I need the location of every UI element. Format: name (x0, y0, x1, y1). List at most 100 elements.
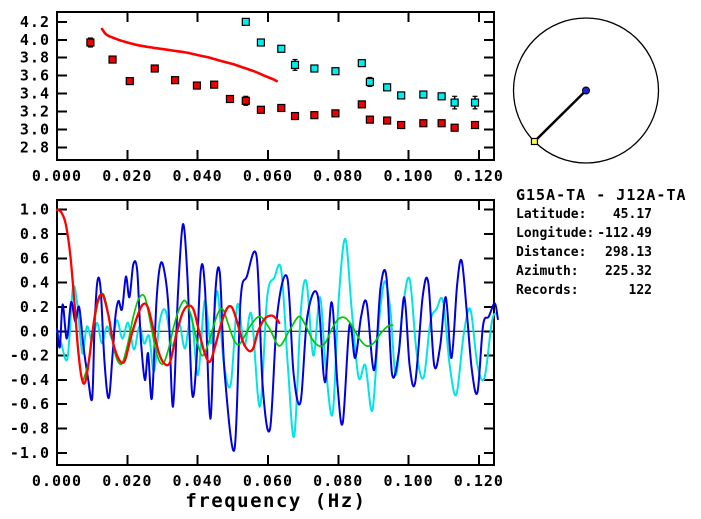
data-point-square (437, 119, 446, 128)
azimuth-line (533, 89, 587, 143)
y-tick-label: -1.0 (10, 444, 50, 462)
data-point-square (470, 98, 480, 107)
data-point-square (277, 103, 286, 113)
info-row-longitude: Longitude: -112.49 (516, 224, 652, 243)
x-tick-label: 0.080 (313, 472, 363, 490)
red-curve-path (55, 208, 281, 385)
info-row-azimuth: Azimuth: 225.32 (516, 262, 652, 281)
series-green-curve (82, 292, 394, 381)
x-tick-label: 0.020 (102, 167, 152, 185)
x-tick-label: 0.040 (173, 167, 223, 185)
data-point-square (125, 76, 134, 86)
y-tick-label: 0.6 (20, 249, 50, 267)
info-value: 122 (628, 283, 652, 298)
data-point-square (310, 64, 319, 73)
data-point-square (470, 120, 480, 130)
green-curve-path (82, 292, 394, 381)
y-tick-label: 2.8 (20, 138, 50, 156)
station-info-panel: G15A-TA - J12A-TA Latitude: 45.17 Longit… (516, 186, 687, 300)
y-tick-label: 3.0 (20, 121, 50, 139)
series-red-curve (55, 208, 281, 385)
info-value: 45.17 (612, 207, 652, 222)
data-point-square (383, 116, 392, 125)
x-tick-label: 0.100 (383, 167, 433, 185)
station-pair-title: G15A-TA - J12A-TA (516, 186, 687, 204)
y-tick-label: 0.4 (20, 274, 50, 292)
x-tick-label: 0.000 (32, 167, 82, 185)
info-label: Latitude: (516, 207, 587, 222)
y-tick-label: -0.4 (10, 371, 50, 389)
x-tick-label: 0.040 (173, 472, 223, 490)
series-blue-waveform (56, 223, 499, 452)
info-label: Distance: (516, 245, 587, 260)
red-line-path (100, 27, 278, 83)
data-point-square (357, 100, 366, 109)
info-row-records: Records: 122 (516, 281, 652, 300)
x-tick-label: 0.100 (383, 472, 433, 490)
info-label: Longitude: (516, 226, 595, 241)
data-point-square (331, 109, 340, 118)
info-row-distance: Distance: 298.13 (516, 243, 652, 262)
blue-waveform-path (56, 223, 499, 452)
plot-frame (56, 11, 495, 161)
series-cyan-squares (241, 17, 480, 110)
info-row-latitude: Latitude: 45.17 (516, 205, 652, 224)
data-point-square (241, 96, 250, 105)
y-tick-label: -0.8 (10, 420, 50, 438)
data-point-square (192, 81, 202, 90)
data-point-square (419, 119, 428, 128)
data-point-square (225, 94, 235, 104)
data-point-square (171, 76, 180, 85)
y-tick-label: -0.2 (10, 347, 50, 365)
x-tick-label: 0.060 (243, 167, 293, 185)
data-point-square (108, 55, 117, 64)
y-tick-label: 4.0 (20, 31, 50, 49)
data-point-square (241, 17, 250, 26)
series-cyan-waveform (56, 237, 498, 439)
y-tick-label: 3.6 (20, 67, 50, 85)
data-point-square (365, 77, 374, 87)
info-value: -112.49 (597, 226, 652, 241)
dispersion-plot: 0.000 0.020 0.040 0.060 0.080 0.100 0.1202.83.… (20, 11, 504, 185)
info-label: Records: (516, 283, 579, 298)
cyan-waveform-path (56, 237, 498, 439)
data-point-square (331, 67, 340, 76)
y-tick-label: 0.2 (20, 298, 50, 316)
info-label: Azimuth: (516, 264, 579, 279)
data-point-square (277, 44, 286, 53)
y-tick-label: 3.8 (20, 49, 50, 67)
y-tick-label: -0.6 (10, 395, 50, 413)
x-tick-label: 0.000 (32, 472, 82, 490)
data-point-square (256, 38, 266, 47)
info-value: 298.13 (605, 245, 652, 260)
series-red-squares (86, 37, 480, 132)
x-tick-label: 0.120 (454, 167, 504, 185)
data-point-square (365, 115, 374, 124)
spectrum-plot: 0.000 0.020 0.040 0.060 0.080 0.100 0.120 -1.0 -… (10, 199, 504, 490)
x-tick-label: 0.020 (102, 472, 152, 490)
target-station-dot (530, 137, 539, 146)
data-point-square (256, 105, 266, 114)
data-point-square (450, 98, 459, 107)
y-tick-label: 0.8 (20, 225, 50, 243)
x-tick-label: 0.060 (243, 472, 293, 490)
series-red-line (100, 27, 278, 83)
data-point-square (86, 38, 95, 47)
data-point-square (437, 92, 446, 101)
x-tick-label: 0.120 (454, 472, 504, 490)
y-tick-label: 0.0 (20, 322, 50, 340)
x-tick-label: 0.080 (313, 167, 363, 185)
data-point-square (210, 80, 219, 89)
data-point-square (310, 111, 319, 120)
data-point-square (290, 60, 300, 70)
data-point-square (397, 120, 406, 130)
info-value: 225.32 (605, 264, 652, 279)
data-point-square (290, 111, 300, 121)
data-point-square (419, 90, 428, 99)
x-axis-title: frequency (Hz) (185, 490, 366, 512)
y-tick-label: 3.2 (20, 103, 50, 121)
y-tick-label: 3.4 (20, 85, 50, 103)
data-point-square (357, 59, 366, 68)
